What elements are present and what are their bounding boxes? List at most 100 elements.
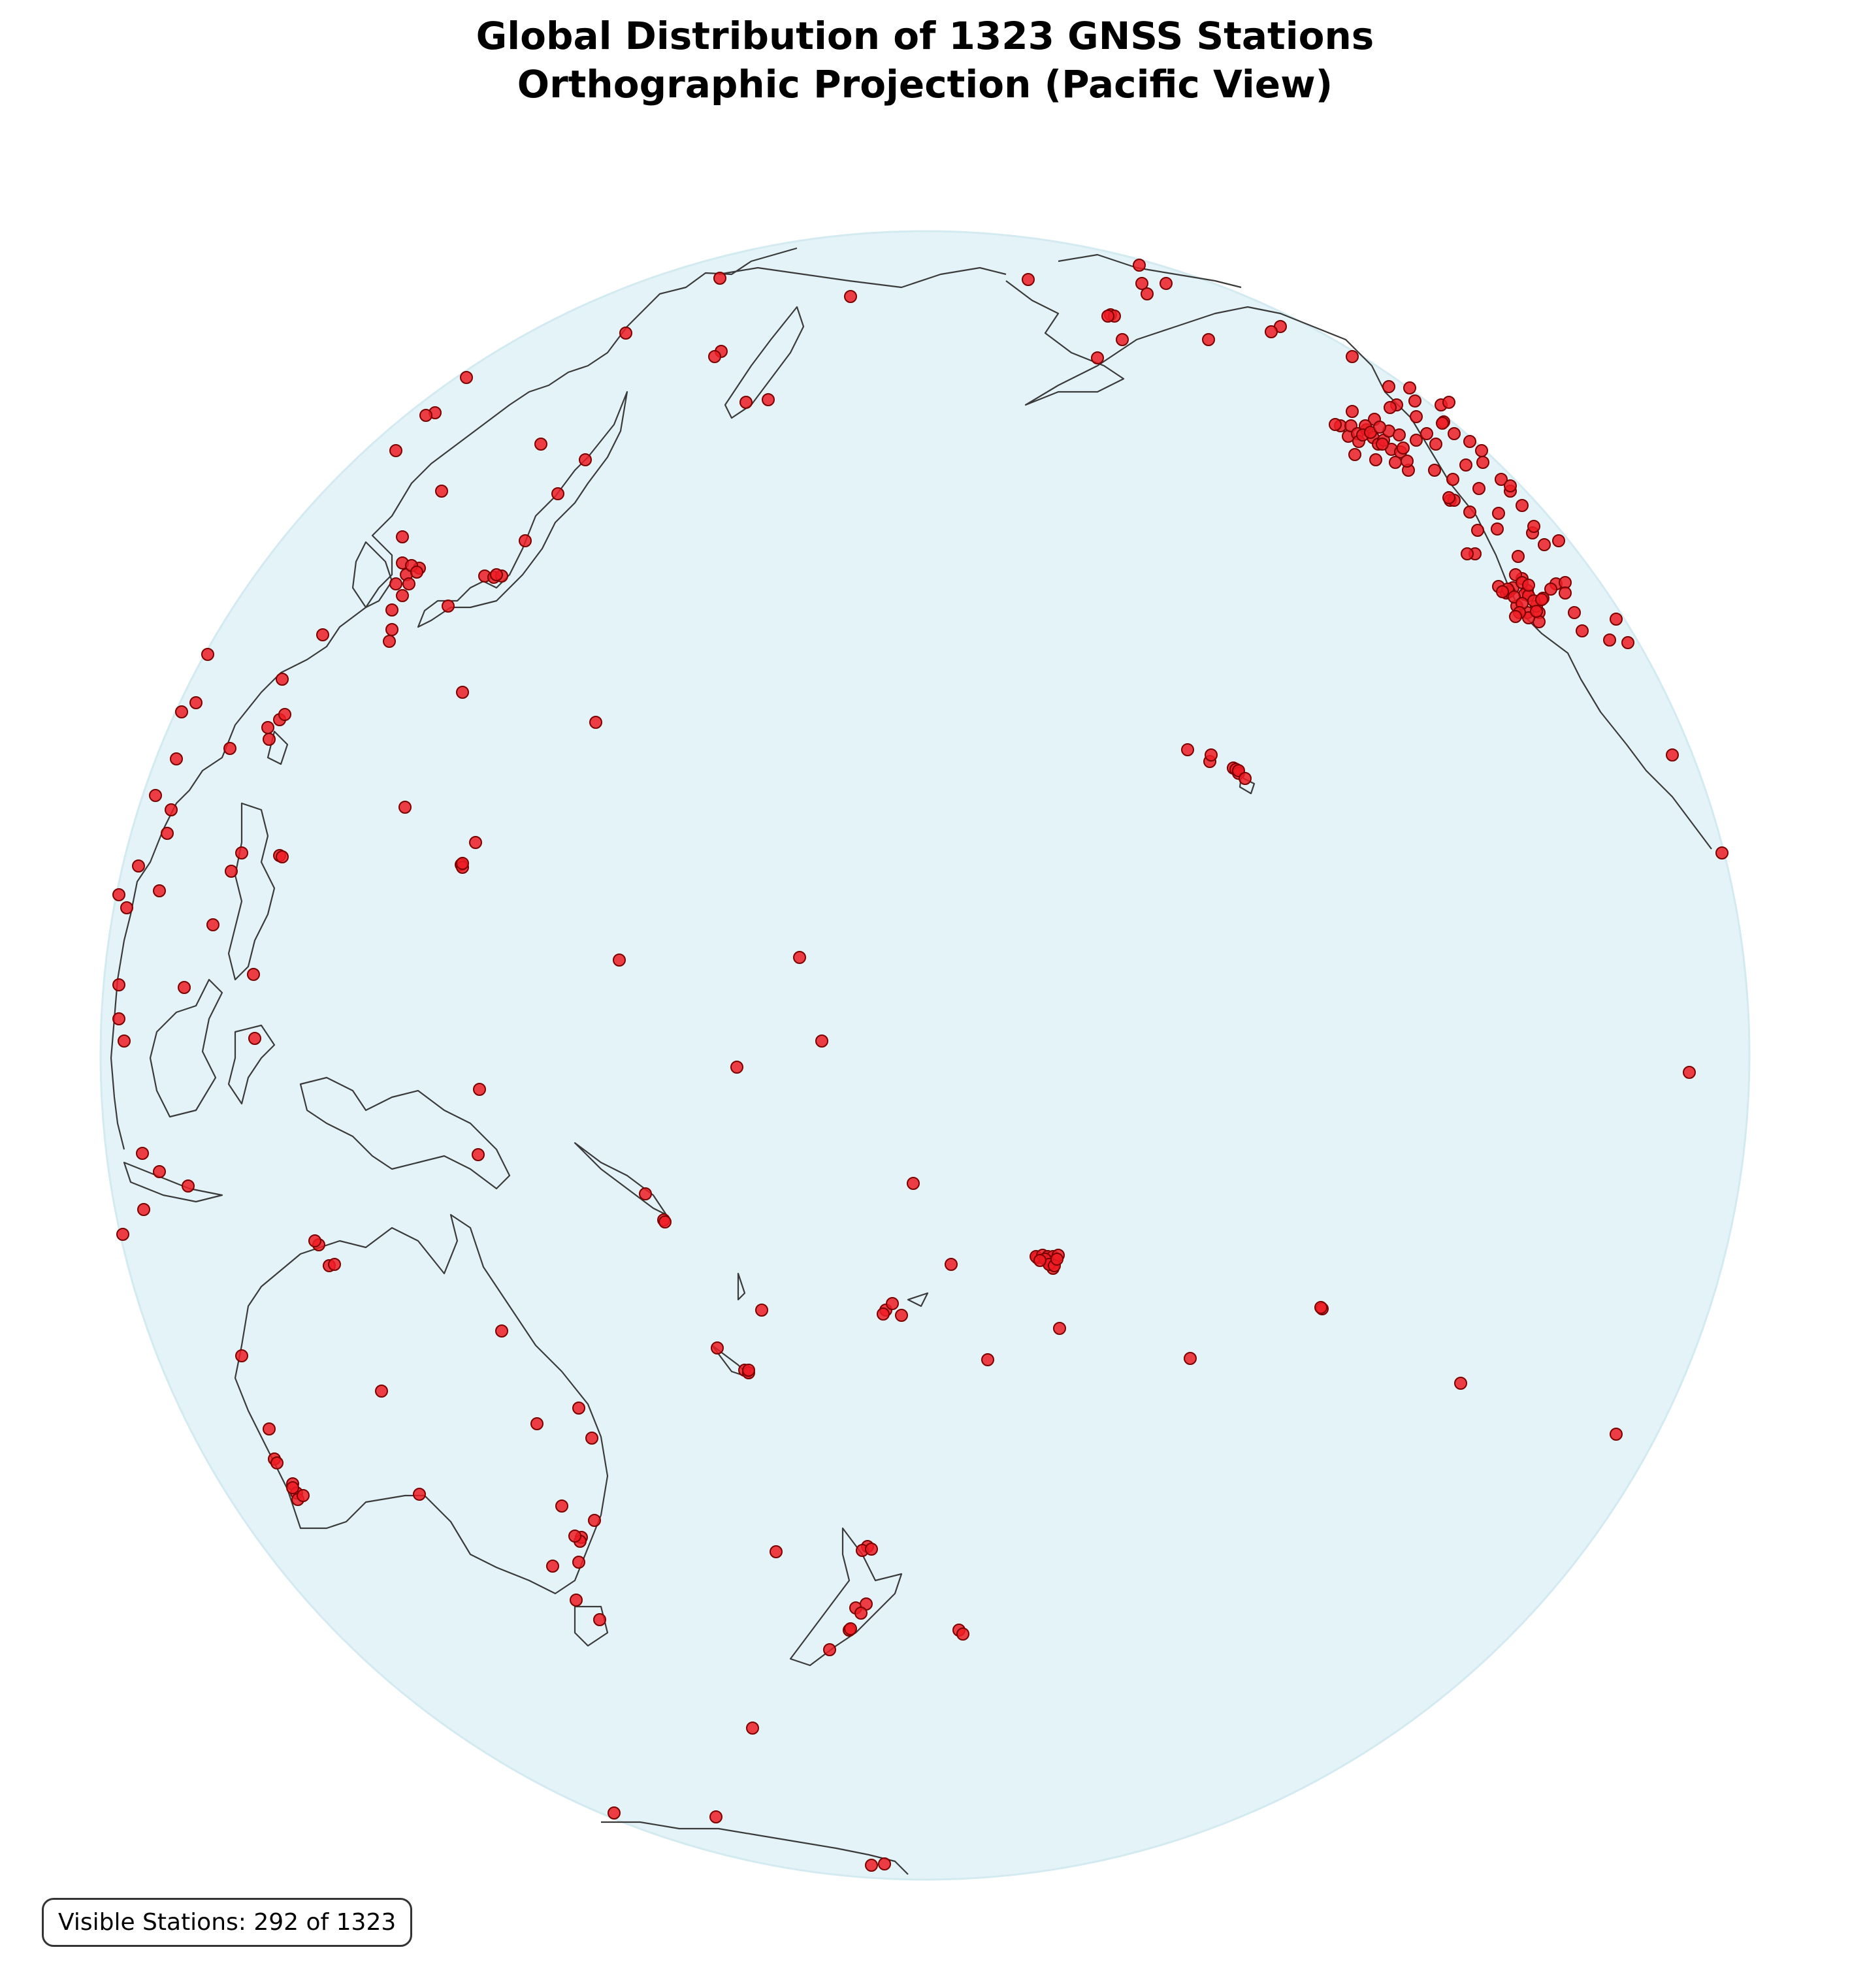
station-marker (1389, 456, 1402, 469)
station-marker (1715, 846, 1728, 859)
station-marker (118, 1034, 131, 1048)
station-marker (286, 1481, 299, 1494)
station-marker (546, 1560, 559, 1573)
station-marker (495, 1324, 508, 1338)
korea-coast (351, 541, 393, 609)
station-marker (854, 1607, 868, 1620)
station-marker (762, 393, 775, 406)
station-marker (201, 648, 214, 661)
station-marker (398, 801, 412, 814)
station-marker (589, 716, 602, 729)
station-marker (746, 1722, 759, 1735)
station-marker (132, 859, 145, 873)
chukotka-coast (718, 266, 1007, 289)
station-marker (844, 290, 857, 303)
station-marker (1022, 273, 1035, 286)
station-marker (1428, 464, 1441, 477)
station-marker (1393, 428, 1406, 441)
station-marker (844, 1622, 857, 1635)
station-marker (419, 409, 432, 422)
station-marker (112, 1012, 125, 1025)
station-marker (308, 1234, 321, 1247)
station-marker (755, 1304, 768, 1317)
station-marker (396, 530, 409, 543)
station-marker (1603, 633, 1616, 647)
station-marker (1621, 636, 1634, 649)
station-marker (981, 1353, 994, 1366)
station-marker (120, 901, 133, 914)
station-marker (1471, 524, 1484, 537)
station-marker (276, 673, 289, 686)
station-marker (588, 1514, 601, 1527)
station-marker (170, 752, 183, 765)
station-marker (1401, 455, 1414, 468)
station-marker (886, 1297, 899, 1310)
station-marker (270, 1456, 284, 1469)
coastlines (110, 247, 1712, 1875)
station-marker (945, 1258, 958, 1271)
station-marker (1376, 438, 1389, 451)
station-marker (1683, 1066, 1696, 1079)
station-marker (248, 1032, 261, 1045)
station-marker (711, 1341, 724, 1355)
station-marker (112, 978, 125, 991)
station-marker (460, 371, 473, 384)
station-marker (189, 696, 203, 709)
station-marker (713, 272, 726, 285)
station-marker (739, 396, 753, 409)
station-marker (1446, 473, 1459, 486)
station-marker (389, 444, 402, 457)
fiji-coast (907, 1292, 929, 1307)
station-marker (865, 1859, 878, 1872)
kamchatka-coast (724, 306, 805, 419)
station-marker (1314, 1301, 1327, 1314)
station-marker (182, 1179, 195, 1193)
station-marker (263, 733, 276, 746)
station-marker (153, 1165, 166, 1178)
station-marker (1369, 453, 1382, 466)
station-marker (1535, 593, 1548, 606)
station-marker (1472, 482, 1485, 495)
station-marker (1181, 743, 1194, 756)
station-marker (1463, 435, 1476, 448)
station-marker (223, 742, 236, 755)
station-marker (1495, 473, 1508, 486)
station-marker (456, 857, 469, 870)
station-marker (568, 1530, 581, 1543)
java-coast (123, 1161, 223, 1203)
station-marker (161, 827, 174, 840)
station-marker (1133, 259, 1146, 272)
station-marker (316, 628, 329, 641)
station-marker (742, 1364, 755, 1377)
station-marker (1382, 380, 1395, 393)
station-marker (1448, 427, 1461, 440)
station-marker (413, 1488, 426, 1501)
new-zealand-coast (789, 1527, 903, 1667)
station-markers (112, 259, 1728, 1872)
station-marker (1116, 333, 1129, 346)
station-marker (276, 850, 289, 863)
station-marker (1329, 418, 1342, 431)
station-marker (793, 951, 806, 964)
station-marker (206, 918, 219, 931)
title-line-1: Global Distribution of 1323 GNSS Station… (476, 14, 1374, 58)
station-marker (1373, 421, 1386, 434)
station-marker (1576, 624, 1589, 637)
station-marker (247, 968, 260, 981)
sulawesi-coast (227, 1024, 276, 1105)
station-marker (1397, 441, 1410, 455)
station-marker (297, 1489, 310, 1502)
visible-stations-legend: Visible Stations: 292 of 1323 (42, 1898, 413, 1947)
station-marker (1544, 583, 1557, 596)
station-marker (235, 1349, 248, 1362)
station-marker (555, 1499, 568, 1513)
station-marker (530, 1417, 544, 1430)
station-marker (1184, 1352, 1197, 1365)
station-marker (1512, 550, 1525, 563)
station-marker (328, 1258, 341, 1271)
station-marker (1475, 444, 1488, 457)
borneo-coast (149, 978, 223, 1118)
station-marker (1509, 610, 1522, 623)
station-marker (1538, 538, 1551, 551)
